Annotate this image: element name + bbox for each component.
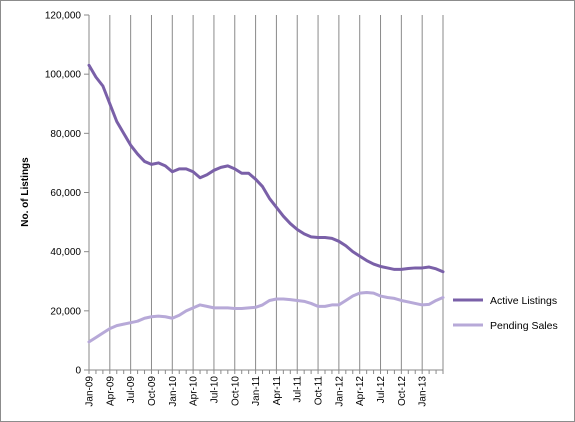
x-tick-label: Jul-09 — [126, 376, 137, 404]
y-tick-label: 40,000 — [50, 247, 81, 258]
x-tick-label: Apr-11 — [272, 376, 283, 406]
y-tick-labels: 0 20,000 40,000 60,000 80,000 100,000 120,000 — [45, 11, 82, 377]
x-tick-label: Jan-13 — [418, 376, 429, 407]
x-tick-label: Jan-10 — [168, 376, 179, 407]
x-tick-label: Jul-10 — [209, 376, 220, 404]
x-tick-label: Apr-10 — [189, 376, 200, 406]
legend: Active Listings Pending Sales — [453, 295, 558, 332]
x-tick-label: Oct-12 — [397, 376, 408, 406]
x-tick-label: Oct-10 — [230, 376, 241, 406]
y-tick-label: 60,000 — [50, 188, 81, 199]
y-axis-label: No. of Listings — [20, 157, 31, 227]
x-tick-label: Apr-09 — [105, 376, 116, 406]
legend-entry: Pending Sales — [490, 320, 558, 332]
x-tick-label: Jul-11 — [293, 376, 304, 403]
x-tick-label: Jan-09 — [85, 376, 96, 407]
series-line-active-listings — [87, 63, 445, 274]
x-tick-label: Apr-12 — [355, 376, 366, 406]
gridlines — [109, 15, 444, 370]
axes — [84, 14, 444, 374]
x-tick-label: Jul-12 — [376, 376, 387, 404]
y-tick-label: 120,000 — [45, 11, 82, 22]
legend-entry: Active Listings — [490, 295, 557, 307]
x-tick-label: Oct-09 — [147, 376, 158, 406]
series-line-pending-sales — [87, 290, 445, 344]
x-tick-labels: Jan-09 Apr-09 Jul-09 Oct-09 Jan-10 Apr-10 Jul-… — [85, 376, 429, 407]
y-tick-label: 0 — [75, 366, 81, 377]
x-tick-label: Oct-11 — [314, 376, 325, 406]
y-tick-label: 80,000 — [50, 129, 81, 140]
y-tick-label: 100,000 — [45, 70, 82, 81]
series-lines — [87, 63, 445, 344]
x-tick-label: Jan-12 — [334, 376, 345, 407]
x-tick-label: Jan-11 — [251, 376, 262, 406]
y-tick-label: 20,000 — [50, 306, 81, 317]
